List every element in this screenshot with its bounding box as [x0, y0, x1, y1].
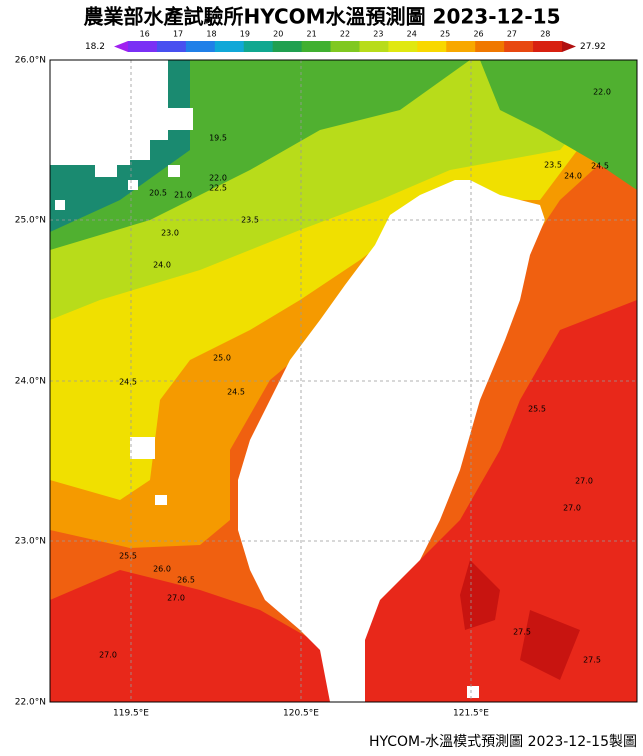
colorbar-cell	[475, 41, 505, 52]
contour-label: 20.5	[149, 189, 167, 198]
contour-label: 22.0	[593, 88, 611, 97]
contour-label: 25.0	[213, 354, 231, 363]
colorbar-cell	[388, 41, 418, 52]
colorbar-cell	[272, 41, 303, 52]
contour-label: 22.5	[209, 184, 227, 193]
contour-label: 27.0	[563, 504, 581, 513]
contour-label: 27.0	[575, 477, 593, 486]
graticule	[50, 60, 637, 702]
map-labels: 26.0°N 25.0°N 24.0°N 23.0°N 22.0°N 119.5°E 120…	[15, 56, 611, 719]
lat-label: 24.0°N	[15, 377, 46, 387]
colorbar-min-label: 18.2	[85, 42, 105, 52]
lat-label: 23.0°N	[15, 537, 46, 547]
colorbar-cell	[214, 41, 245, 52]
lat-label: 26.0°N	[15, 56, 46, 66]
lon-label: 119.5°E	[113, 709, 149, 719]
contour-label: 25.5	[119, 552, 137, 561]
colorbar-label: 23	[373, 30, 383, 39]
contour-label: 27.5	[513, 628, 531, 637]
contour-label: 24.5	[591, 162, 609, 171]
lon-label: 121.5°E	[453, 709, 489, 719]
contour-label: 22.0	[209, 174, 227, 183]
contour-label: 23.0	[161, 229, 179, 238]
colorbar-label: 28	[540, 30, 550, 39]
lon-label: 120.5°E	[283, 709, 319, 719]
colorbar-label: 19	[240, 30, 250, 39]
contour-label: 23.5	[544, 161, 562, 170]
colorbar-cell	[243, 41, 274, 52]
colorbar-arrow	[114, 41, 128, 52]
colorbar-label: 17	[173, 30, 183, 39]
footer: HYCOM-水溫模式預測圖 2023-12-15製圖	[369, 734, 637, 750]
contour-label: 25.5	[528, 405, 546, 414]
colorbar-label: 22	[340, 30, 350, 39]
title: 農業部水產試驗所HYCOM水溫預測圖 2023-12-15	[84, 5, 561, 29]
colorbar-arrow	[562, 41, 576, 52]
colorbar-cell	[156, 41, 187, 52]
colorbar-label: 21	[307, 30, 317, 39]
colorbar-label: 24	[407, 30, 417, 39]
contour-label: 24.0	[153, 261, 171, 270]
colorbar-label: 25	[440, 30, 450, 39]
contour-label: 24.0	[564, 172, 582, 181]
colorbar-cell	[185, 41, 216, 52]
lat-label: 22.0°N	[15, 698, 46, 708]
contour-label: 21.0	[174, 191, 192, 200]
colorbar-cell	[359, 41, 389, 52]
colorbar-cell	[446, 41, 476, 52]
lat-label: 25.0°N	[15, 216, 46, 226]
sea-temperature-field	[50, 60, 637, 702]
colorbar-cell	[504, 41, 534, 52]
contour-label: 26.5	[177, 576, 195, 585]
colorbar-label: 27	[507, 30, 517, 39]
contour-label: 27.0	[99, 651, 117, 660]
colorbar-label: 26	[473, 30, 483, 39]
colorbar-cell	[301, 41, 332, 52]
contour-label: 24.5	[227, 388, 245, 397]
contour-label: 27.5	[583, 656, 601, 665]
contour-label: 19.5	[209, 134, 227, 143]
colorbar-label: 20	[273, 30, 283, 39]
colorbar-cell	[417, 41, 447, 52]
colorbar: 18.2 27.92 16 17 18 19 20 21 22 23 24 25 26 27 28	[85, 30, 606, 52]
colorbar-cell	[533, 41, 563, 52]
map-frame	[49, 59, 638, 703]
contour-label: 27.0	[167, 594, 185, 603]
colorbar-label: 18	[206, 30, 216, 39]
colorbar-max-label: 27.92	[580, 42, 606, 52]
contour-label: 24.5	[119, 378, 137, 387]
colorbar-cell	[330, 41, 360, 52]
contour-label: 23.5	[241, 216, 259, 225]
colorbar-cell	[128, 41, 158, 52]
contour-label: 26.0	[153, 565, 171, 574]
colorbar-label: 16	[140, 30, 150, 39]
